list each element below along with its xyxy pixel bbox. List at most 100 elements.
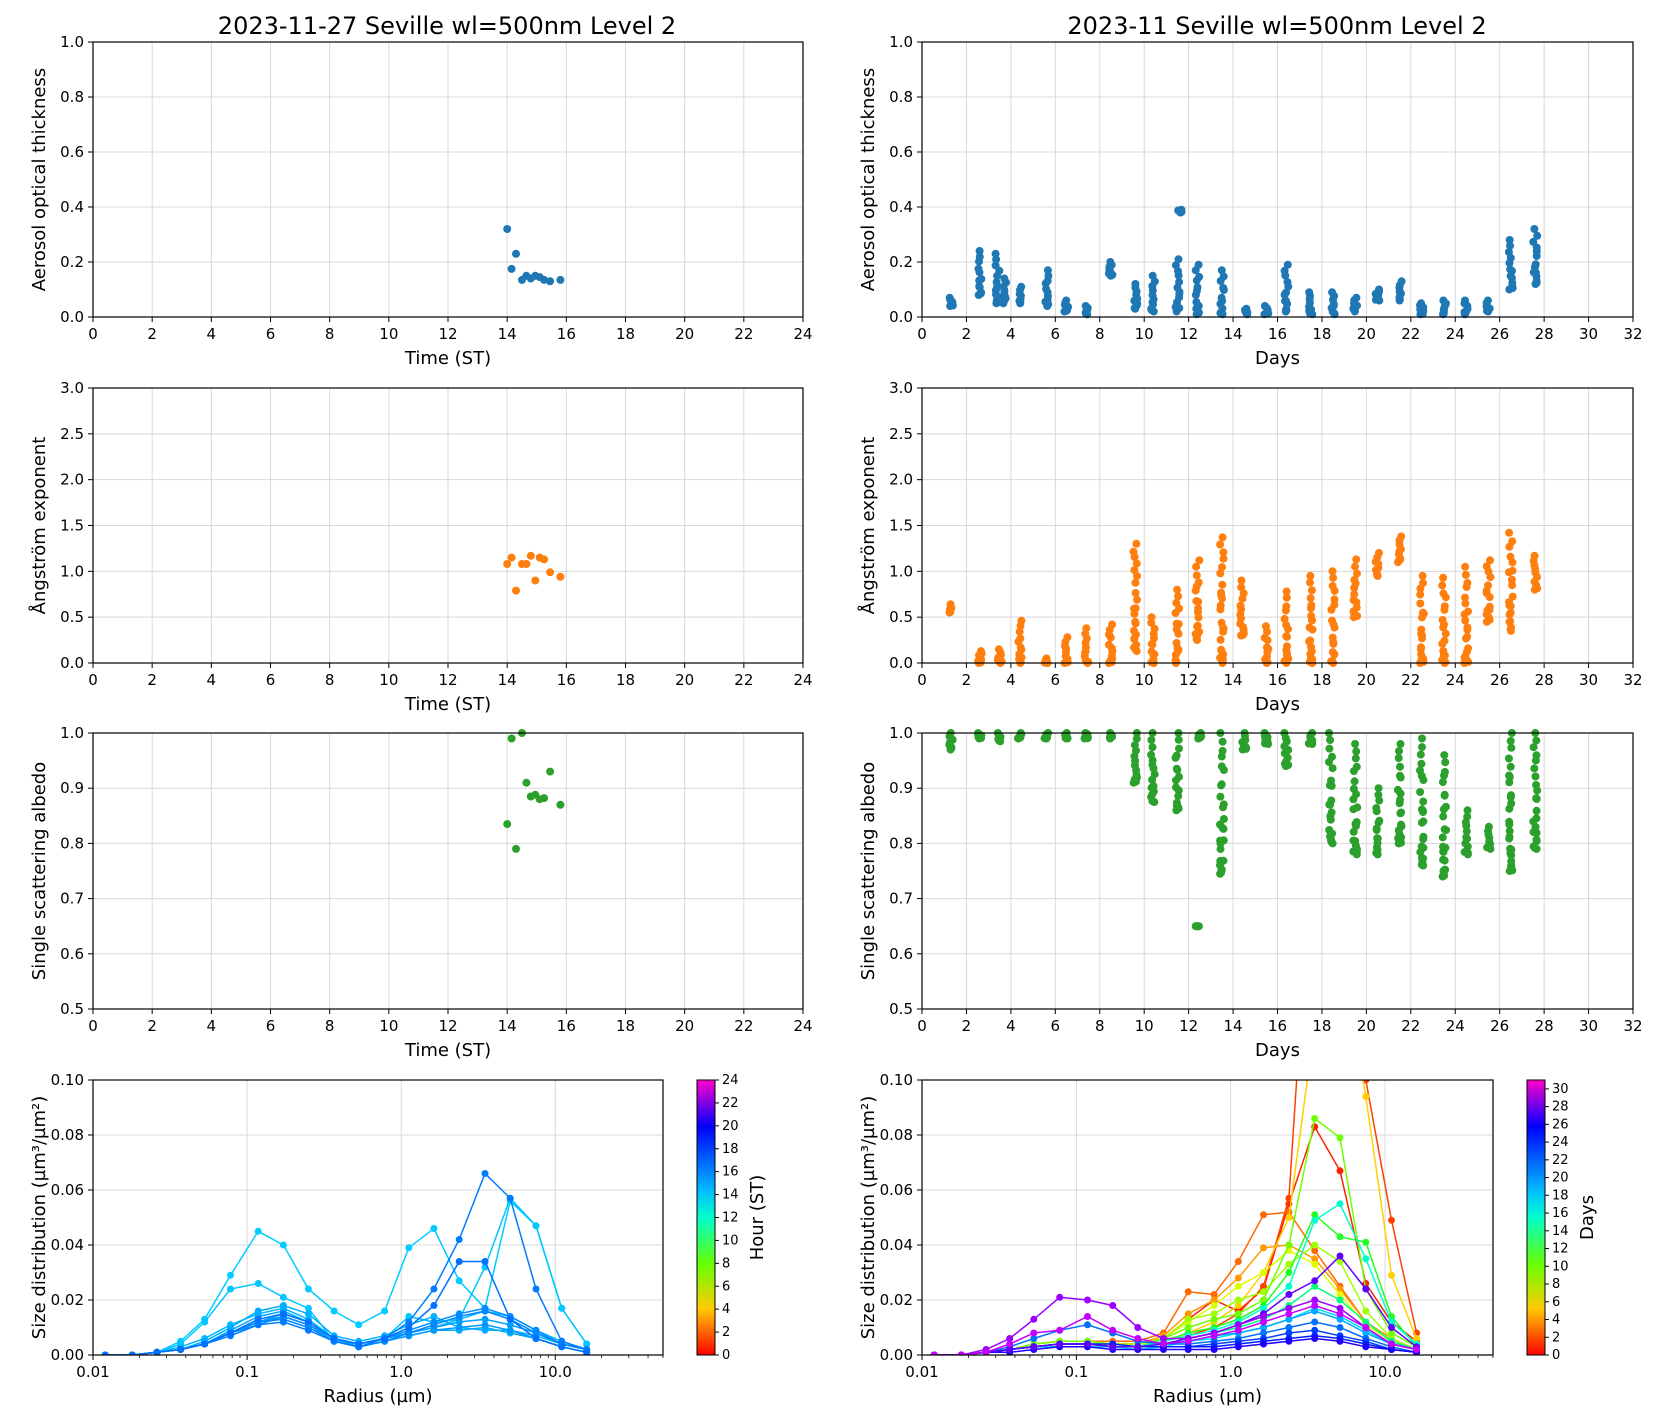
data-point bbox=[1484, 822, 1493, 831]
data-point bbox=[1082, 624, 1091, 633]
data-point bbox=[1043, 266, 1052, 275]
data-point bbox=[1506, 608, 1515, 617]
day_aod-axes: 0 2 4 6 8 10 12 14 16 18 20 22 240.00.20.40.60.81.0T… bbox=[29, 33, 813, 369]
size-distribution-point bbox=[1285, 1282, 1293, 1290]
size-distribution-point bbox=[1260, 1329, 1267, 1337]
size-distribution-point bbox=[430, 1302, 438, 1309]
data-point bbox=[1418, 631, 1426, 640]
size-distribution-point bbox=[532, 1222, 540, 1230]
size-distribution-point bbox=[254, 1280, 262, 1287]
data-point bbox=[1506, 737, 1515, 745]
data-point bbox=[1416, 590, 1425, 599]
data-point bbox=[1532, 795, 1541, 803]
y-tick-label: 3.0 bbox=[60, 379, 84, 397]
size-distribution-point bbox=[1362, 1324, 1370, 1331]
x-axis-label: Time (ST) bbox=[404, 1040, 491, 1061]
size-distribution-point bbox=[1006, 1340, 1014, 1348]
size-distribution-point bbox=[1210, 1332, 1218, 1340]
data-point bbox=[1397, 277, 1406, 286]
size-distribution-point bbox=[1134, 1343, 1142, 1351]
y-tick-label: 0.7 bbox=[60, 890, 84, 908]
size-distribution-point bbox=[1336, 1258, 1344, 1265]
data-point bbox=[1351, 754, 1360, 763]
data-point bbox=[975, 282, 984, 291]
data-point bbox=[1193, 622, 1202, 631]
day_ae-axes: 0 2 4 6 8 10 12 14 16 18 20 22 240.00.51.01.52.02.53… bbox=[28, 379, 813, 715]
x-tick-label: 16 bbox=[1268, 325, 1287, 343]
data-point bbox=[1507, 857, 1516, 866]
data-point bbox=[1219, 815, 1228, 823]
data-point bbox=[1439, 647, 1448, 655]
x-tick-label: 0 bbox=[88, 671, 98, 689]
y-tick-label: 0.4 bbox=[889, 198, 913, 216]
size-distribution-point bbox=[1413, 1335, 1421, 1342]
data-point bbox=[1130, 604, 1138, 613]
size-distribution-point bbox=[532, 1285, 540, 1293]
data-point bbox=[556, 572, 565, 581]
data-point bbox=[540, 794, 549, 803]
data-point bbox=[1419, 835, 1428, 843]
data-point bbox=[1133, 595, 1141, 604]
data-point bbox=[1328, 567, 1337, 576]
data-point bbox=[1505, 771, 1514, 780]
colorbar-tick-label: 0 bbox=[722, 1348, 730, 1363]
data-point bbox=[1131, 280, 1140, 288]
x-tick-label: 8 bbox=[325, 671, 335, 689]
data-point bbox=[1327, 796, 1336, 805]
month_ssa-axes: 0 2 4 6 8 10 12 14 16 18 20 22 24 26 28 30 320.50.60.70.… bbox=[858, 724, 1643, 1061]
plot-frame bbox=[921, 1079, 1494, 1356]
data-point bbox=[1192, 571, 1201, 580]
data-point bbox=[1506, 265, 1515, 274]
data-point bbox=[1506, 762, 1515, 771]
y-tick-label: 0.02 bbox=[51, 1291, 84, 1309]
data-point bbox=[1463, 632, 1472, 641]
x-tick-label: 0 bbox=[917, 1017, 927, 1035]
size-distribution-point bbox=[304, 1304, 312, 1312]
size-distribution-point bbox=[330, 1307, 338, 1315]
data-point bbox=[1461, 616, 1470, 625]
data-point bbox=[1328, 633, 1337, 642]
data-point bbox=[1283, 278, 1292, 287]
x-tick-label: 4 bbox=[1006, 325, 1016, 343]
data-point bbox=[1328, 764, 1337, 773]
size-distribution-point bbox=[201, 1318, 209, 1326]
size-distribution-point bbox=[1234, 1282, 1242, 1290]
data-point bbox=[1438, 616, 1447, 624]
data-point bbox=[1505, 528, 1514, 537]
data-point bbox=[1147, 736, 1156, 744]
size-distribution-point bbox=[279, 1293, 287, 1301]
data-point bbox=[1132, 539, 1141, 548]
data-point bbox=[1438, 581, 1447, 590]
colorbar-tick-label: 2 bbox=[1552, 1330, 1560, 1345]
data-point bbox=[1374, 784, 1383, 793]
size-distribution-point bbox=[1260, 1304, 1267, 1312]
size-distribution-point bbox=[1234, 1258, 1242, 1265]
data-point bbox=[1440, 791, 1449, 800]
size-distribution-point bbox=[1184, 1310, 1192, 1318]
data-point bbox=[512, 249, 520, 258]
size-distribution-point bbox=[1030, 1343, 1038, 1351]
data-point bbox=[1108, 620, 1117, 629]
x-tick-label: 24 bbox=[1446, 671, 1465, 689]
data-point bbox=[1150, 624, 1159, 633]
size-distribution-point bbox=[279, 1302, 287, 1309]
data-point bbox=[1239, 589, 1248, 598]
colorbar-tick-label: 2 bbox=[722, 1325, 730, 1340]
x-tick-label: 16 bbox=[1268, 1017, 1287, 1035]
size-distribution-point bbox=[1311, 1335, 1319, 1342]
x-tick-label: 32 bbox=[1623, 671, 1642, 689]
size-distribution-point bbox=[1184, 1346, 1192, 1353]
size-distribution-point bbox=[1311, 1307, 1319, 1315]
data-point bbox=[977, 647, 985, 656]
size-distribution-line bbox=[105, 1260, 587, 1355]
data-point bbox=[1441, 758, 1450, 767]
data-point bbox=[1352, 762, 1361, 771]
colorbar-gradient bbox=[696, 1079, 716, 1356]
y-tick-label: 0.8 bbox=[60, 88, 84, 106]
size-distribution-point bbox=[1336, 1337, 1344, 1345]
size-distribution-point bbox=[1362, 1307, 1370, 1315]
size-distribution-point bbox=[1210, 1302, 1218, 1309]
x-tick-label: 16 bbox=[557, 1017, 576, 1035]
size-distribution-point bbox=[1184, 1324, 1192, 1331]
data-point bbox=[1130, 626, 1138, 635]
